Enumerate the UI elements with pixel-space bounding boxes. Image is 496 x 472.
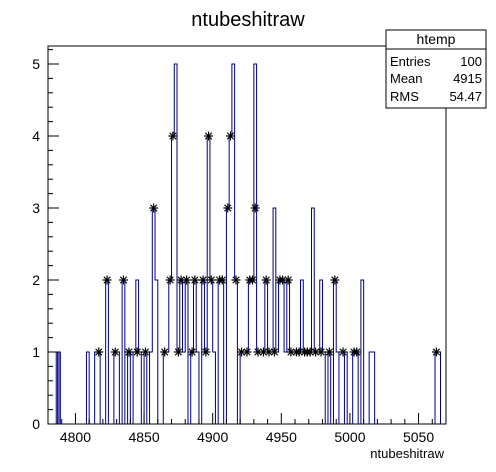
marker-point (204, 131, 214, 141)
x-tick-label: 5000 (334, 429, 365, 445)
marker-point (94, 347, 104, 357)
x-tick-label: 4800 (60, 429, 91, 445)
marker-point (118, 275, 128, 285)
chart-title: ntubeshitraw (191, 9, 305, 31)
marker-point (431, 347, 441, 357)
marker-point (250, 203, 260, 213)
stats-box-title: htemp (417, 31, 456, 47)
marker-point (110, 347, 120, 357)
marker-point (217, 275, 227, 285)
marker-point (168, 131, 178, 141)
marker-point (330, 275, 340, 285)
marker-point (223, 203, 233, 213)
marker-point (242, 347, 252, 357)
marker-series (94, 131, 441, 357)
marker-point (201, 347, 211, 357)
plot-area: 4800 4850 4900 4950 5000 5050 0 1 2 3 4 5 (32, 45, 447, 445)
x-axis-label: ntubeshitraw (370, 446, 444, 461)
marker-point (149, 203, 159, 213)
marker-point (132, 347, 142, 357)
marker-point (269, 347, 279, 357)
marker-point (102, 275, 112, 285)
marker-point (261, 275, 271, 285)
marker-point (160, 347, 170, 357)
y-tick-label: 4 (32, 128, 40, 144)
stats-box-frame (385, 29, 487, 109)
x-axis: 4800 4850 4900 4950 5000 5050 (47, 413, 447, 445)
marker-point (176, 275, 186, 285)
marker-point (182, 275, 192, 285)
marker-point (187, 347, 197, 357)
plot-frame (47, 45, 447, 425)
marker-point (124, 347, 134, 357)
marker-point (165, 275, 175, 285)
stats-entries-label: Entries (390, 54, 431, 69)
marker-point (190, 275, 200, 285)
stats-mean-value: 4915 (453, 71, 482, 86)
marker-point (231, 275, 241, 285)
marker-point (173, 347, 183, 357)
marker-point (283, 275, 293, 285)
marker-point (258, 347, 268, 357)
y-tick-label: 3 (32, 200, 40, 216)
x-tick-label: 4900 (197, 429, 228, 445)
y-tick-label: 2 (32, 272, 40, 288)
marker-point (316, 347, 326, 357)
y-tick-label: 0 (32, 416, 40, 432)
histogram-series (55, 63, 442, 424)
x-tick-label: 4950 (266, 429, 297, 445)
marker-point (247, 275, 257, 285)
marker-point (338, 347, 348, 357)
x-tick-label: 4850 (128, 429, 159, 445)
stats-entries-value: 100 (460, 54, 482, 69)
stats-rms-value: 54.47 (449, 89, 482, 104)
marker-point (198, 275, 208, 285)
y-axis: 0 1 2 3 4 5 (32, 49, 59, 432)
marker-point (253, 347, 263, 357)
stats-box: htemp Entries 100 Mean 4915 RMS 54.47 (385, 29, 487, 109)
marker-point (206, 275, 216, 285)
stats-rms-label: RMS (390, 89, 419, 104)
marker-point (352, 347, 362, 357)
marker-point (324, 347, 334, 357)
y-tick-label: 1 (32, 344, 40, 360)
marker-point (140, 347, 150, 357)
marker-point (226, 131, 236, 141)
y-tick-label: 5 (32, 56, 40, 72)
stats-mean-label: Mean (390, 71, 423, 86)
x-tick-label: 5050 (403, 429, 434, 445)
